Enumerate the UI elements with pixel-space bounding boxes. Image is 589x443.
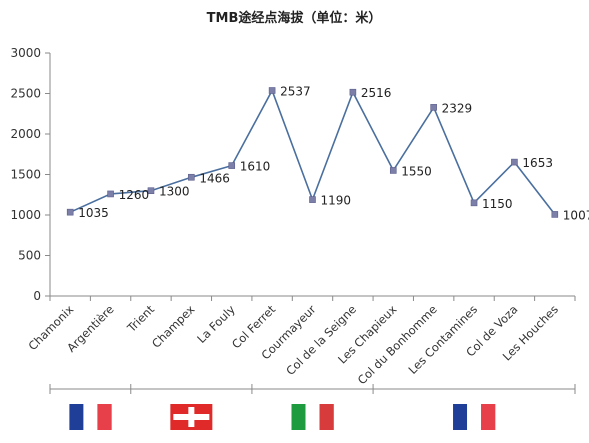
data-point [66,208,74,216]
x-tick-label: Trient [124,302,158,336]
data-label: 1653 [522,156,553,170]
axes [49,53,575,297]
italy-flag-icon [291,404,334,430]
x-tick-label: Champex [149,302,198,351]
data-point [511,158,518,166]
y-tick-label: 1500 [10,168,41,182]
data-point [107,190,114,198]
data-label: 1466 [199,171,230,185]
data-label: 1035 [78,206,109,220]
x-tick-label: Col de la Seigne [283,302,359,378]
x-tick-label: Les Contamines [405,302,480,377]
y-tick-label: 1000 [10,208,41,222]
country-groups [49,384,576,430]
data-label: 2516 [361,86,392,100]
data-label: 1150 [482,197,513,211]
data-label: 2537 [280,85,311,99]
data-point [349,88,357,96]
series [66,87,559,218]
data-label: 1300 [159,185,190,199]
data-label: 1007 [563,208,589,222]
data-point [228,162,236,169]
data-label: 2329 [442,101,473,115]
data-point [309,196,316,203]
switzerland-flag-icon [170,404,213,430]
france-flag-icon [69,404,112,430]
data-label: 1190 [321,194,352,208]
y-tick-label: 2500 [10,87,41,101]
data-point [389,167,397,174]
france-flag-icon [453,404,496,430]
y-tick-label: 500 [18,249,41,263]
data-point [147,187,155,194]
data-label: 1610 [240,160,271,174]
data-label: 1260 [119,188,150,202]
y-tick-label: 3000 [10,46,41,60]
data-point [470,199,478,207]
data-label: 1550 [401,164,432,178]
y-tick-label: 0 [33,289,41,303]
y-axis-ticks: 0 500 1000 1500 2000 2500 3000 [10,46,50,303]
data-point [268,87,276,94]
data-point [188,173,195,181]
chart-title: TMB途经点海拔（单位：米） [207,10,382,26]
data-point [430,104,437,111]
data-labels: 1035 1260 1300 1466 1610 2537 1190 2516 1550 2329… [78,85,589,223]
y-tick-label: 2000 [10,127,41,141]
data-point [551,211,559,218]
